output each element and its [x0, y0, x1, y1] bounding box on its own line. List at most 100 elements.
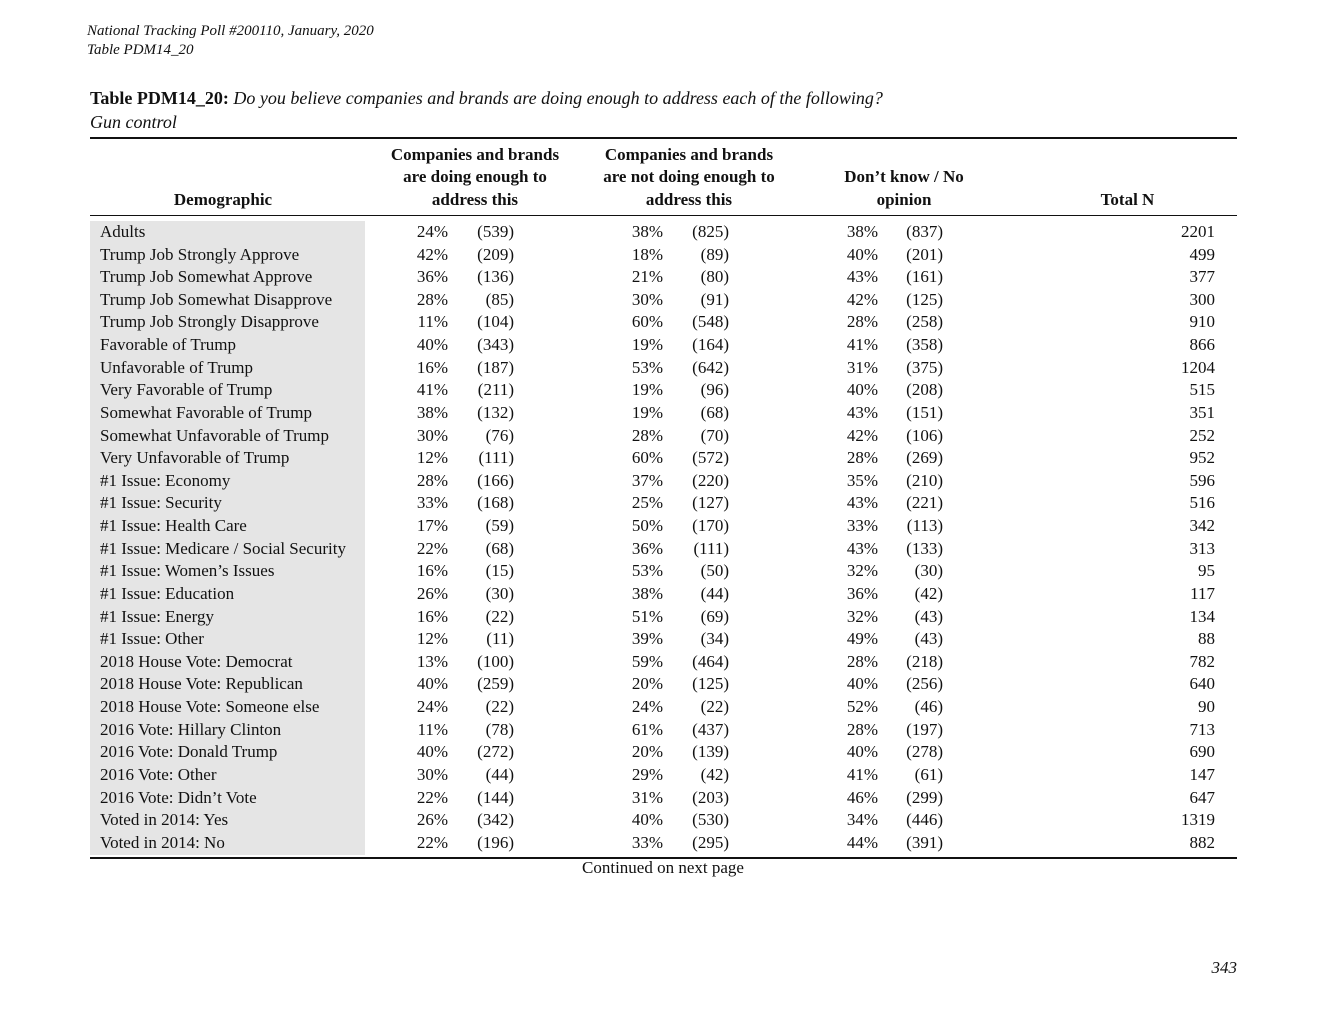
- count: (164): [692, 335, 729, 355]
- continued-note: Continued on next page: [582, 858, 744, 877]
- total-n: 147: [1189, 764, 1216, 784]
- count: (85): [485, 289, 514, 309]
- total-n: 377: [1189, 267, 1216, 287]
- count: (437): [692, 719, 729, 739]
- count: (144): [477, 787, 514, 807]
- percent: 31%: [631, 787, 663, 807]
- percent: 24%: [416, 697, 448, 717]
- row-label: Very Unfavorable of Trump: [100, 448, 290, 468]
- count: (76): [485, 425, 514, 445]
- percent: 42%: [846, 425, 878, 445]
- total-n: 515: [1189, 380, 1216, 400]
- percent: 28%: [846, 448, 878, 468]
- bottom-rule: [90, 857, 1237, 859]
- count: (375): [906, 357, 943, 377]
- count: (70): [700, 425, 729, 445]
- total-n: 1319: [1181, 810, 1215, 830]
- total-n: 1204: [1181, 357, 1215, 377]
- count: (104): [477, 312, 514, 332]
- count: (391): [906, 832, 943, 852]
- count: (358): [906, 335, 943, 355]
- percent: 40%: [416, 674, 448, 694]
- count: (218): [906, 651, 943, 671]
- count: (125): [906, 289, 943, 309]
- percent: 60%: [631, 312, 663, 332]
- count: (44): [485, 764, 514, 784]
- total-n: 2201: [1181, 222, 1215, 241]
- total-n: 640: [1189, 674, 1216, 694]
- percent: 16%: [416, 357, 448, 377]
- table-subtitle: Gun control: [90, 112, 177, 132]
- total-n: 499: [1189, 244, 1216, 264]
- percent: 17%: [416, 516, 448, 536]
- percent: 43%: [846, 267, 878, 287]
- count: (170): [692, 516, 729, 536]
- header-rule: [90, 215, 1237, 216]
- count: (166): [477, 470, 514, 490]
- percent: 52%: [846, 697, 878, 717]
- percent: 29%: [631, 764, 663, 784]
- percent: 43%: [846, 538, 878, 558]
- count: (209): [477, 244, 514, 264]
- count: (343): [477, 335, 514, 355]
- percent: 43%: [846, 402, 878, 422]
- percent: 38%: [846, 222, 878, 241]
- percent: 61%: [631, 719, 663, 739]
- count: (46): [914, 697, 943, 717]
- count: (132): [477, 402, 514, 422]
- total-n: 952: [1189, 448, 1216, 468]
- total-n: 647: [1189, 787, 1216, 807]
- row-label: 2016 Vote: Other: [100, 764, 217, 784]
- count: (151): [906, 402, 943, 422]
- percent: 50%: [631, 516, 663, 536]
- total-n: 90: [1198, 697, 1215, 717]
- count: (342): [477, 810, 514, 830]
- percent: 41%: [416, 380, 448, 400]
- column-header: Demographic: [173, 189, 273, 209]
- percent: 35%: [846, 470, 878, 490]
- percent: 20%: [631, 674, 663, 694]
- count: (50): [700, 561, 729, 581]
- percent: 28%: [416, 470, 448, 490]
- count: (221): [906, 493, 943, 513]
- count: (210): [906, 470, 943, 490]
- row-label: Somewhat Favorable of Trump: [100, 402, 313, 422]
- percent: 30%: [416, 764, 448, 784]
- percent: 36%: [631, 538, 663, 558]
- total-n: 95: [1198, 561, 1215, 581]
- count: (187): [477, 357, 514, 377]
- count: (68): [700, 402, 729, 422]
- percent: 18%: [631, 244, 663, 264]
- count: (572): [692, 448, 729, 468]
- row-label: Trump Job Strongly Approve: [100, 244, 300, 264]
- percent: 28%: [846, 719, 878, 739]
- count: (269): [906, 448, 943, 468]
- percent: 42%: [416, 244, 448, 264]
- count: (106): [906, 425, 943, 445]
- count: (259): [477, 674, 514, 694]
- percent: 40%: [846, 380, 878, 400]
- row-label: #1 Issue: Energy: [100, 606, 214, 626]
- row-label: 2016 Vote: Donald Trump: [100, 742, 278, 762]
- count: (59): [485, 516, 514, 536]
- top-rule: [90, 137, 1237, 139]
- count: (30): [914, 561, 943, 581]
- percent: 44%: [846, 832, 878, 852]
- count: (42): [700, 764, 729, 784]
- percent: 12%: [416, 448, 448, 468]
- count: (22): [485, 606, 514, 626]
- percent: 24%: [416, 222, 448, 241]
- count: (220): [692, 470, 729, 490]
- label-column-shade: [90, 221, 365, 855]
- row-label: 2018 House Vote: Someone else: [100, 697, 320, 717]
- percent: 20%: [631, 742, 663, 762]
- count: (530): [692, 810, 729, 830]
- percent: 36%: [846, 583, 878, 603]
- percent: 11%: [417, 312, 448, 332]
- percent: 53%: [631, 561, 663, 581]
- percent: 19%: [631, 402, 663, 422]
- percent: 34%: [846, 810, 878, 830]
- running-header: National Tracking Poll #200110, January,…: [87, 23, 374, 39]
- count: (113): [906, 516, 943, 536]
- row-label: Trump Job Somewhat Approve: [100, 267, 313, 287]
